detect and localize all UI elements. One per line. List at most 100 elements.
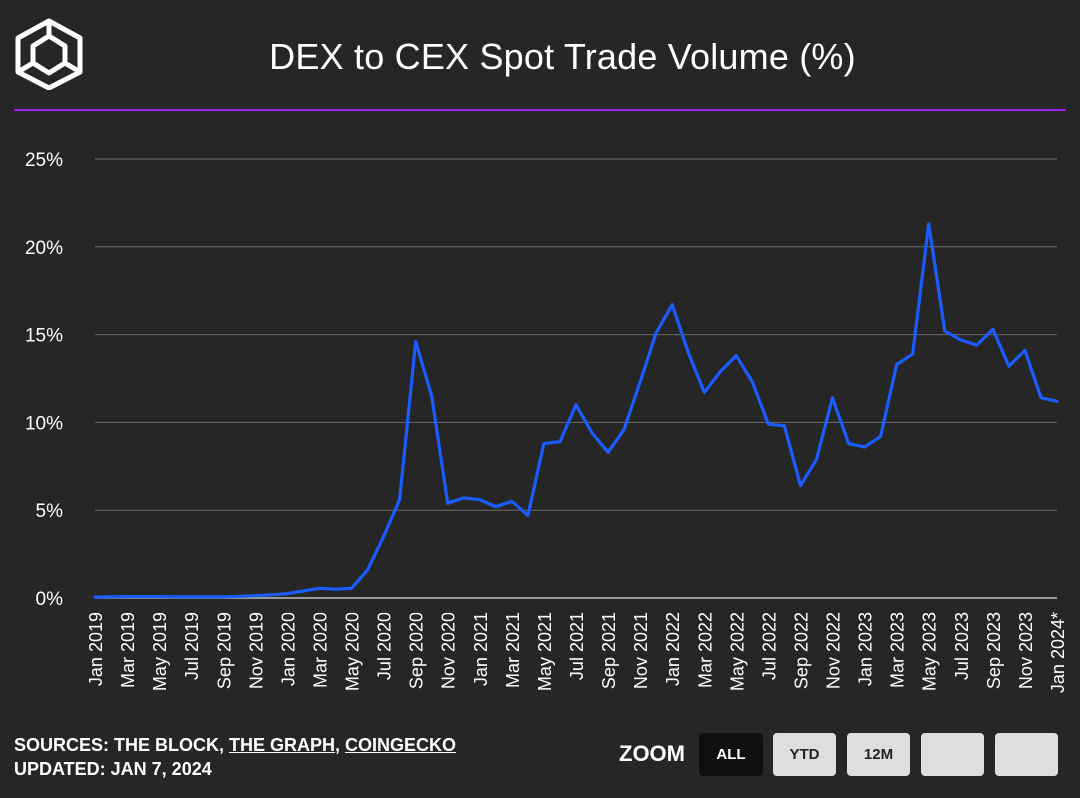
- data-point[interactable]: [410, 336, 422, 348]
- data-point[interactable]: [442, 497, 454, 509]
- x-tick-label: Sep 2019: [214, 612, 234, 689]
- cube-logo-icon: [15, 18, 83, 90]
- updated-date: UPDATED: JAN 7, 2024: [14, 759, 212, 779]
- x-tick-label: Mar 2022: [695, 612, 715, 688]
- data-point[interactable]: [297, 585, 309, 597]
- x-tick-label: Mar 2021: [503, 612, 523, 688]
- data-point[interactable]: [891, 358, 903, 370]
- x-axis-labels: Jan 2019 Mar 2019 May 2019 Jul 2019 Sep 2019…: [86, 612, 1068, 693]
- chart-title: DEX to CEX Spot Trade Volume (%): [269, 36, 856, 77]
- data-point[interactable]: [538, 437, 550, 449]
- data-point[interactable]: [233, 590, 245, 602]
- sources-block: SOURCES: THE BLOCK, THE GRAPH, COINGECKO…: [14, 733, 456, 781]
- zoom-12m-button[interactable]: 12M: [847, 733, 910, 776]
- data-point[interactable]: [1051, 395, 1063, 407]
- y-tick-label: 15%: [25, 326, 63, 347]
- data-point[interactable]: [714, 365, 726, 377]
- x-tick-label: Jul 2019: [182, 612, 202, 680]
- data-point[interactable]: [907, 348, 919, 360]
- data-point[interactable]: [730, 350, 742, 362]
- data-point[interactable]: [330, 583, 342, 595]
- data-point[interactable]: [426, 390, 438, 402]
- data-point[interactable]: [217, 591, 229, 603]
- x-tick-label: Jan 2020: [278, 612, 298, 686]
- source-link-coingecko[interactable]: COINGECKO: [345, 735, 457, 755]
- data-point[interactable]: [923, 218, 935, 230]
- x-tick-label: May 2020: [343, 612, 363, 691]
- data-point[interactable]: [634, 376, 646, 388]
- x-tick-label: Nov 2020: [439, 612, 459, 689]
- x-tick-label: Nov 2023: [1016, 612, 1036, 689]
- title-divider: [14, 109, 1066, 111]
- x-tick-label: Jan 2022: [663, 612, 683, 686]
- line-chart: 0% 5% 10% 15% 20% 25% Jan 2019 Mar 2019 May 201…: [25, 150, 1068, 693]
- x-tick-label: Jul 2020: [375, 612, 395, 680]
- data-point[interactable]: [1019, 344, 1031, 356]
- data-point[interactable]: [859, 441, 871, 453]
- data-point[interactable]: [362, 564, 374, 576]
- data-point[interactable]: [474, 494, 486, 506]
- x-tick-label: Nov 2022: [824, 612, 844, 689]
- data-point[interactable]: [121, 591, 133, 603]
- data-point[interactable]: [378, 531, 390, 543]
- data-point[interactable]: [811, 453, 823, 465]
- data-point[interactable]: [843, 437, 855, 449]
- data-point[interactable]: [682, 346, 694, 358]
- x-tick-label: Jan 2023: [856, 612, 876, 686]
- data-point[interactable]: [281, 588, 293, 600]
- data-point[interactable]: [1003, 360, 1015, 372]
- data-point[interactable]: [89, 591, 101, 603]
- data-point[interactable]: [987, 323, 999, 335]
- x-tick-label: Jul 2022: [759, 612, 779, 680]
- y-axis-labels: 0% 5% 10% 15% 20% 25%: [25, 150, 63, 610]
- data-point[interactable]: [105, 591, 117, 603]
- x-tick-label: Mar 2019: [118, 612, 138, 688]
- zoom-blank-button-2[interactable]: [995, 733, 1058, 776]
- x-tick-label: Nov 2019: [246, 612, 266, 689]
- x-tick-label: Sep 2020: [407, 612, 427, 689]
- data-point[interactable]: [794, 480, 806, 492]
- data-point[interactable]: [394, 494, 406, 506]
- data-point[interactable]: [971, 339, 983, 351]
- zoom-blank-button-1[interactable]: [921, 733, 984, 776]
- data-point[interactable]: [506, 495, 518, 507]
- data-point[interactable]: [458, 492, 470, 504]
- data-point[interactable]: [185, 591, 197, 603]
- data-point[interactable]: [522, 509, 534, 521]
- data-point[interactable]: [346, 582, 358, 594]
- data-point[interactable]: [746, 376, 758, 388]
- data-point[interactable]: [570, 399, 582, 411]
- x-tick-label: Mar 2023: [888, 612, 908, 688]
- x-tick-label: Jul 2023: [952, 612, 972, 680]
- data-point[interactable]: [554, 436, 566, 448]
- sources-separator: ,: [335, 735, 346, 755]
- data-point[interactable]: [762, 418, 774, 430]
- data-point[interactable]: [955, 334, 967, 346]
- data-point[interactable]: [939, 325, 951, 337]
- data-point[interactable]: [1035, 392, 1047, 404]
- data-point[interactable]: [602, 446, 614, 458]
- data-point[interactable]: [490, 501, 502, 513]
- data-point[interactable]: [586, 427, 598, 439]
- data-point[interactable]: [265, 589, 277, 601]
- data-point[interactable]: [137, 591, 149, 603]
- data-point[interactable]: [249, 590, 261, 602]
- zoom-ytd-button[interactable]: YTD: [773, 733, 836, 776]
- data-point[interactable]: [169, 591, 181, 603]
- data-point[interactable]: [201, 591, 213, 603]
- sources-line: SOURCES: THE BLOCK, THE GRAPH, COINGECKO: [14, 733, 456, 757]
- data-point[interactable]: [827, 392, 839, 404]
- x-tick-label: Mar 2020: [310, 612, 330, 688]
- x-tick-label: May 2021: [535, 612, 555, 691]
- data-point[interactable]: [153, 591, 165, 603]
- data-point[interactable]: [618, 423, 630, 435]
- data-point[interactable]: [650, 327, 662, 339]
- data-point[interactable]: [698, 387, 710, 399]
- y-tick-label: 0%: [36, 589, 64, 610]
- data-point[interactable]: [875, 430, 887, 442]
- data-point[interactable]: [313, 582, 325, 594]
- zoom-all-button[interactable]: ALL: [699, 733, 763, 776]
- data-point[interactable]: [666, 299, 678, 311]
- source-link-the-graph[interactable]: THE GRAPH: [229, 735, 336, 755]
- data-point[interactable]: [778, 420, 790, 432]
